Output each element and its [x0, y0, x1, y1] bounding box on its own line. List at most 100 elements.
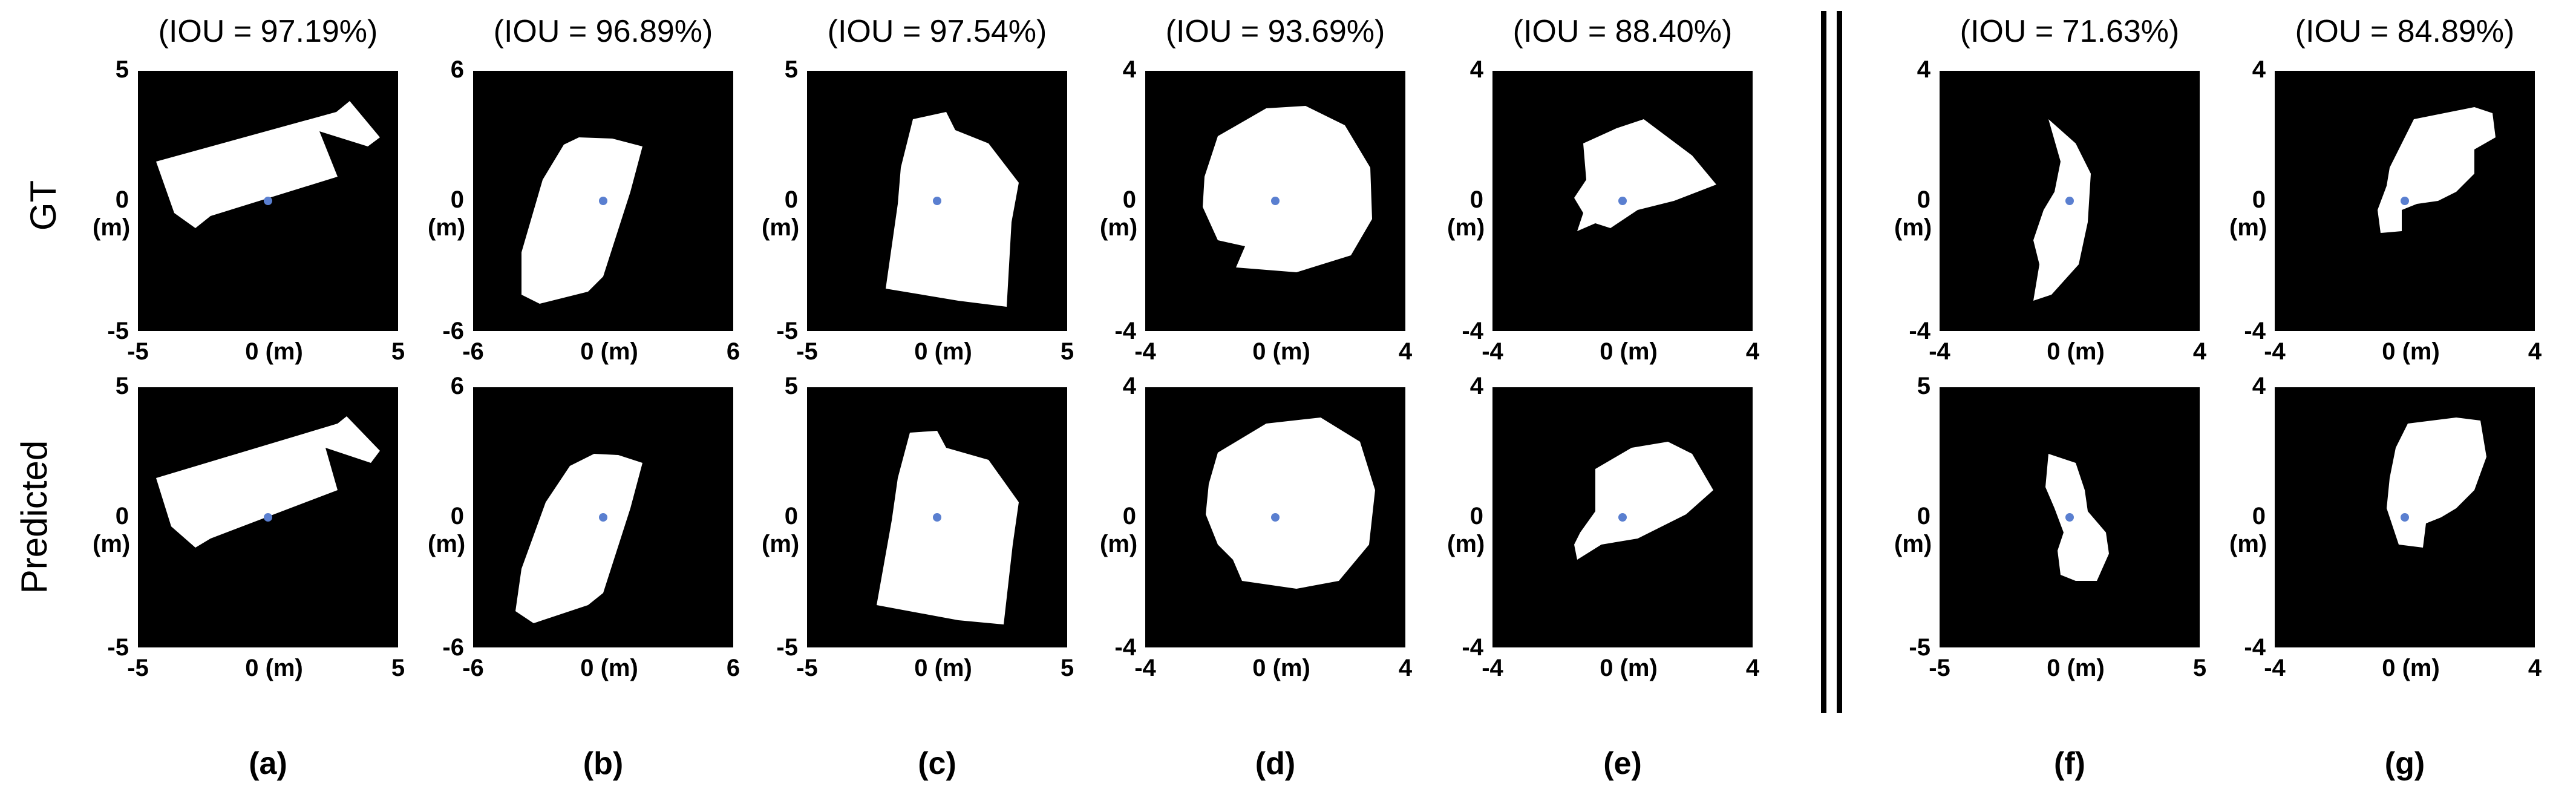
y-unit-gt-d: (m): [1100, 214, 1138, 241]
origin-marker: [599, 197, 607, 205]
y-unit-predicted-a: (m): [93, 531, 131, 557]
footprint-panel-gt-b: [473, 71, 733, 331]
y-tick-bottom-predicted-d: -4: [1114, 634, 1136, 661]
x-tick-right-predicted-g: 4: [2528, 655, 2542, 681]
y-tick-top-gt-f: 4: [1917, 56, 1930, 83]
footprint-panel-predicted-f: [1940, 387, 2200, 647]
panel-caption-b: (b): [583, 746, 624, 781]
y-tick-bottom-gt-a: -5: [107, 318, 129, 344]
origin-marker: [933, 197, 941, 205]
x-tick-right-gt-c: 5: [1060, 338, 1074, 365]
x-tick-left-gt-e: -4: [1482, 338, 1503, 365]
x-tick-left-predicted-c: -5: [796, 655, 818, 681]
x-tick-right-gt-b: 6: [726, 338, 740, 365]
y-tick-top-predicted-c: 5: [784, 373, 798, 399]
x-tick-right-predicted-e: 4: [1745, 655, 1760, 681]
panel-caption-d: (d): [1255, 746, 1296, 781]
y-tick-bottom-gt-c: -5: [776, 318, 798, 344]
iou-label-g: (IOU = 84.89%): [2295, 14, 2515, 49]
x-tick-left-gt-a: -5: [127, 338, 149, 365]
y-unit-predicted-b: (m): [428, 531, 466, 557]
y-tick-bottom-predicted-f: -5: [1909, 634, 1930, 661]
y-tick-mid-gt-e: 0: [1469, 186, 1483, 213]
x-tick-mid-gt-d: 0 (m): [1252, 338, 1310, 365]
x-tick-left-predicted-b: -6: [462, 655, 484, 681]
x-tick-left-predicted-e: -4: [1482, 655, 1503, 681]
x-tick-mid-gt-f: 0 (m): [2047, 338, 2105, 365]
x-tick-mid-predicted-f: 0 (m): [2047, 655, 2105, 681]
x-tick-left-predicted-d: -4: [1134, 655, 1156, 681]
footprint-panel-gt-c: [807, 71, 1067, 331]
y-unit-gt-e: (m): [1447, 214, 1485, 241]
x-tick-right-predicted-b: 6: [726, 655, 740, 681]
y-unit-gt-f: (m): [1894, 214, 1932, 241]
x-tick-mid-gt-e: 0 (m): [1600, 338, 1658, 365]
x-tick-left-predicted-g: -4: [2264, 655, 2286, 681]
y-unit-predicted-g: (m): [2229, 531, 2267, 557]
x-tick-mid-predicted-g: 0 (m): [2382, 655, 2440, 681]
footprint-shape: [1574, 119, 1716, 231]
y-tick-top-predicted-e: 4: [1469, 373, 1483, 399]
x-tick-left-predicted-a: -5: [127, 655, 149, 681]
y-tick-mid-predicted-a: 0: [115, 503, 129, 529]
y-tick-bottom-predicted-b: -6: [442, 634, 464, 661]
y-tick-mid-gt-f: 0: [1917, 186, 1930, 213]
y-tick-mid-predicted-b: 0: [450, 503, 464, 529]
y-tick-bottom-predicted-c: -5: [776, 634, 798, 661]
footprint-panel-predicted-e: [1492, 387, 1753, 647]
y-unit-predicted-f: (m): [1894, 531, 1932, 557]
origin-marker: [599, 513, 607, 522]
footprint-panel-predicted-a: [138, 387, 398, 647]
y-unit-gt-b: (m): [428, 214, 466, 241]
y-tick-top-gt-d: 4: [1122, 56, 1136, 83]
iou-label-a: (IOU = 97.19%): [158, 14, 378, 49]
iou-label-b: (IOU = 96.89%): [493, 14, 713, 49]
x-tick-right-gt-d: 4: [1398, 338, 1413, 365]
x-tick-right-predicted-f: 5: [2192, 655, 2207, 681]
x-tick-right-predicted-c: 5: [1060, 655, 1074, 681]
x-tick-mid-predicted-b: 0 (m): [580, 655, 638, 681]
x-tick-left-predicted-f: -5: [1929, 655, 1950, 681]
y-tick-bottom-gt-g: -4: [2244, 318, 2266, 344]
x-tick-right-predicted-d: 4: [1398, 655, 1413, 681]
footprint-shape: [877, 431, 1019, 624]
y-tick-mid-predicted-c: 0: [784, 503, 798, 529]
separator-line-left: [1821, 11, 1826, 713]
y-tick-mid-predicted-d: 0: [1122, 503, 1136, 529]
origin-marker: [1618, 513, 1627, 522]
origin-marker: [2401, 513, 2409, 522]
y-tick-top-predicted-d: 4: [1122, 373, 1136, 399]
iou-label-f: (IOU = 71.63%): [1960, 14, 2180, 49]
y-tick-top-predicted-f: 5: [1917, 373, 1930, 399]
footprint-shape: [2033, 119, 2091, 301]
origin-marker: [264, 513, 272, 522]
footprint-shape: [2045, 454, 2109, 581]
y-tick-top-predicted-a: 5: [115, 373, 129, 399]
origin-marker: [2401, 197, 2409, 205]
footprint-shape: [156, 101, 380, 228]
row-label-gt: GT: [23, 180, 64, 231]
y-tick-mid-gt-a: 0: [115, 186, 129, 213]
x-tick-right-gt-e: 4: [1745, 338, 1760, 365]
x-tick-left-gt-d: -4: [1134, 338, 1156, 365]
footprint-panel-gt-e: [1492, 71, 1753, 331]
x-tick-left-gt-f: -4: [1929, 338, 1950, 365]
footprint-panel-predicted-d: [1145, 387, 1405, 647]
y-tick-bottom-predicted-a: -5: [107, 634, 129, 661]
footprint-panel-predicted-b: [473, 387, 733, 647]
x-tick-mid-gt-a: 0 (m): [245, 338, 303, 365]
separator-line-right: [1837, 11, 1842, 713]
footprint-shape: [521, 137, 642, 304]
x-tick-mid-predicted-d: 0 (m): [1252, 655, 1310, 681]
y-tick-top-gt-a: 5: [115, 56, 129, 83]
origin-marker: [1618, 197, 1627, 205]
y-tick-bottom-gt-f: -4: [1909, 318, 1930, 344]
x-tick-right-predicted-a: 5: [391, 655, 405, 681]
y-tick-top-predicted-g: 4: [2252, 373, 2266, 399]
origin-marker: [1271, 197, 1280, 205]
y-unit-gt-a: (m): [93, 214, 131, 241]
row-label-predicted: Predicted: [14, 440, 55, 594]
origin-marker: [2065, 197, 2074, 205]
panel-caption-a: (a): [249, 746, 287, 781]
x-tick-right-gt-a: 5: [391, 338, 405, 365]
